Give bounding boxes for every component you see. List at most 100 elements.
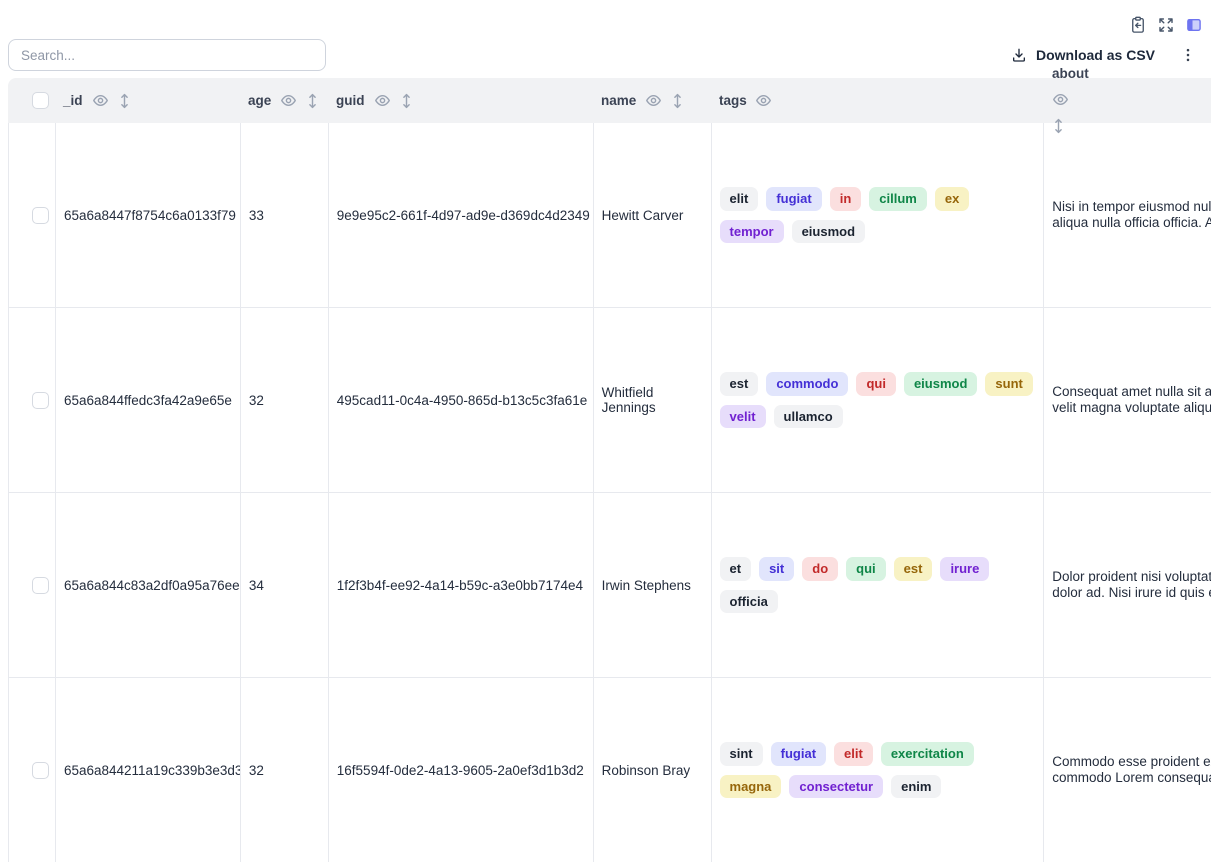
cell-tags: est commodo qui eiusmod sunt velit ullamco [712, 308, 1045, 492]
visibility-eye-icon[interactable] [755, 92, 772, 109]
cell-id: 65a6a844c83a2df0a95a76ee [56, 493, 241, 677]
visibility-eye-icon[interactable] [645, 92, 662, 109]
column-label: age [248, 93, 272, 108]
about-text-line: Consequat amet nulla sit au [1052, 384, 1211, 399]
cell-age: 32 [241, 308, 329, 492]
tag-chip: elit [719, 186, 759, 211]
tag-chip: qui [846, 556, 886, 581]
visibility-eye-icon[interactable] [280, 92, 297, 109]
row-checkbox[interactable] [31, 206, 49, 224]
about-text-line: Commodo esse proident ex [1052, 754, 1211, 769]
cell-guid: 495cad11-0c4a-4950-865d-b13c5c3fa61e [329, 308, 594, 492]
table-row: 65a6a844ffedc3fa42a9e65e 32 495cad11-0c4a-… [8, 308, 1211, 493]
paste-icon[interactable] [1128, 15, 1147, 34]
sort-icon[interactable] [400, 92, 413, 110]
toolbar: Download as CSV [0, 34, 1211, 79]
row-select-cell [9, 678, 56, 862]
tag-chip: enim [891, 774, 942, 799]
sort-icon[interactable] [1052, 117, 1065, 135]
tag-chip: sit [759, 556, 795, 581]
more-options-icon[interactable] [1179, 44, 1197, 66]
about-text-line: velit magna voluptate aliqu [1052, 400, 1211, 415]
column-header-guid: guid [328, 78, 593, 123]
table-row: 65a6a844c83a2df0a95a76ee 34 1f2f3b4f-ee92-… [8, 493, 1211, 678]
row-select-cell [9, 493, 56, 677]
toolbar-actions: Download as CSV [1011, 44, 1211, 66]
tag-chip: velit [719, 404, 766, 429]
cell-name: Irwin Stephens [594, 493, 712, 677]
row-checkbox[interactable] [31, 391, 49, 409]
tag-chip: fugiat [770, 741, 827, 766]
cell-name: Hewitt Carver [594, 123, 712, 307]
tag-chip: qui [856, 371, 896, 396]
tag-chip: officia [719, 589, 778, 614]
tag-chip: est [719, 371, 759, 396]
column-label: tags [719, 93, 747, 108]
tag-chip: exercitation [880, 741, 974, 766]
download-csv-label: Download as CSV [1035, 47, 1155, 63]
table-header-row: _id age guid name tags about [8, 66, 1211, 134]
column-header-name: name [593, 78, 711, 123]
tag-chip: sunt [985, 371, 1033, 396]
tag-chip: ullamco [773, 404, 843, 429]
tag-chip: ex [934, 186, 970, 211]
table-row: 65a6a8447f8754c6a0133f79 33 9e9e95c2-661f-… [8, 123, 1211, 308]
cell-tags: et sit do qui est irure officia [712, 493, 1045, 677]
column-header-age: age [240, 78, 328, 123]
sort-icon[interactable] [306, 92, 319, 110]
column-header-id: _id [55, 78, 240, 123]
cell-tags: sint fugiat elit exercitation magna consectet… [712, 678, 1045, 862]
header-select-all-cell [8, 78, 55, 123]
tag-chip: do [802, 556, 839, 581]
sort-icon[interactable] [671, 92, 684, 110]
visibility-eye-icon[interactable] [92, 92, 109, 109]
tag-chip: et [719, 556, 752, 581]
tag-chip: est [893, 556, 933, 581]
download-csv-button[interactable]: Download as CSV [1011, 47, 1155, 63]
cell-guid: 1f2f3b4f-ee92-4a14-b59c-a3e0bb7174e4 [329, 493, 594, 677]
about-text-line: Nisi in tempor eiusmod null [1052, 199, 1211, 214]
cell-age: 32 [241, 678, 329, 862]
cell-age: 33 [241, 123, 329, 307]
cell-name: Robinson Bray [594, 678, 712, 862]
visibility-eye-icon[interactable] [374, 92, 391, 109]
tag-chip: sint [719, 741, 763, 766]
column-header-about: about [1044, 66, 1211, 134]
row-select-cell [9, 123, 56, 307]
data-table: _id age guid name tags about 65a6a8447f8754c6… [8, 66, 1211, 862]
table-view-icon[interactable] [1184, 15, 1203, 34]
sort-icon[interactable] [118, 92, 131, 110]
tag-chip: fugiat [766, 186, 822, 211]
column-label: _id [63, 93, 83, 108]
expand-icon[interactable] [1156, 15, 1175, 34]
column-header-tags: tags [711, 78, 1044, 123]
table-row: 65a6a844211a19c339b3e3d3 32 16f5594f-0de2-… [8, 678, 1211, 862]
row-select-cell [9, 308, 56, 492]
tag-chip: cillum [869, 186, 927, 211]
tag-chip: magna [719, 774, 782, 799]
search-input[interactable] [8, 39, 326, 71]
table-body: 65a6a8447f8754c6a0133f79 33 9e9e95c2-661f-… [8, 123, 1211, 862]
select-all-checkbox[interactable] [32, 92, 49, 109]
cell-id: 65a6a8447f8754c6a0133f79 [56, 123, 241, 307]
cell-age: 34 [241, 493, 329, 677]
about-text-line: commodo Lorem consequa [1052, 770, 1211, 785]
tag-chip: irure [940, 556, 990, 581]
tag-chip: consectetur [789, 774, 884, 799]
visibility-eye-icon[interactable] [1052, 91, 1069, 108]
cell-guid: 16f5594f-0de2-4a13-9605-2a0ef3d1b3d2 [329, 678, 594, 862]
tag-chip: in [829, 186, 862, 211]
tag-chip: commodo [766, 371, 849, 396]
column-label: about [1052, 66, 1089, 81]
top-icon-bar [0, 0, 1211, 34]
column-label: guid [336, 93, 365, 108]
cell-id: 65a6a844ffedc3fa42a9e65e [56, 308, 241, 492]
row-checkbox[interactable] [31, 761, 49, 779]
tag-chip: elit [834, 741, 873, 766]
cell-about: Nisi in tempor eiusmod null aliqua nulla … [1044, 123, 1211, 307]
cell-id: 65a6a844211a19c339b3e3d3 [56, 678, 241, 862]
row-checkbox[interactable] [31, 576, 49, 594]
about-text-line: aliqua nulla officia officia. A [1052, 215, 1211, 230]
column-label: name [601, 93, 637, 108]
